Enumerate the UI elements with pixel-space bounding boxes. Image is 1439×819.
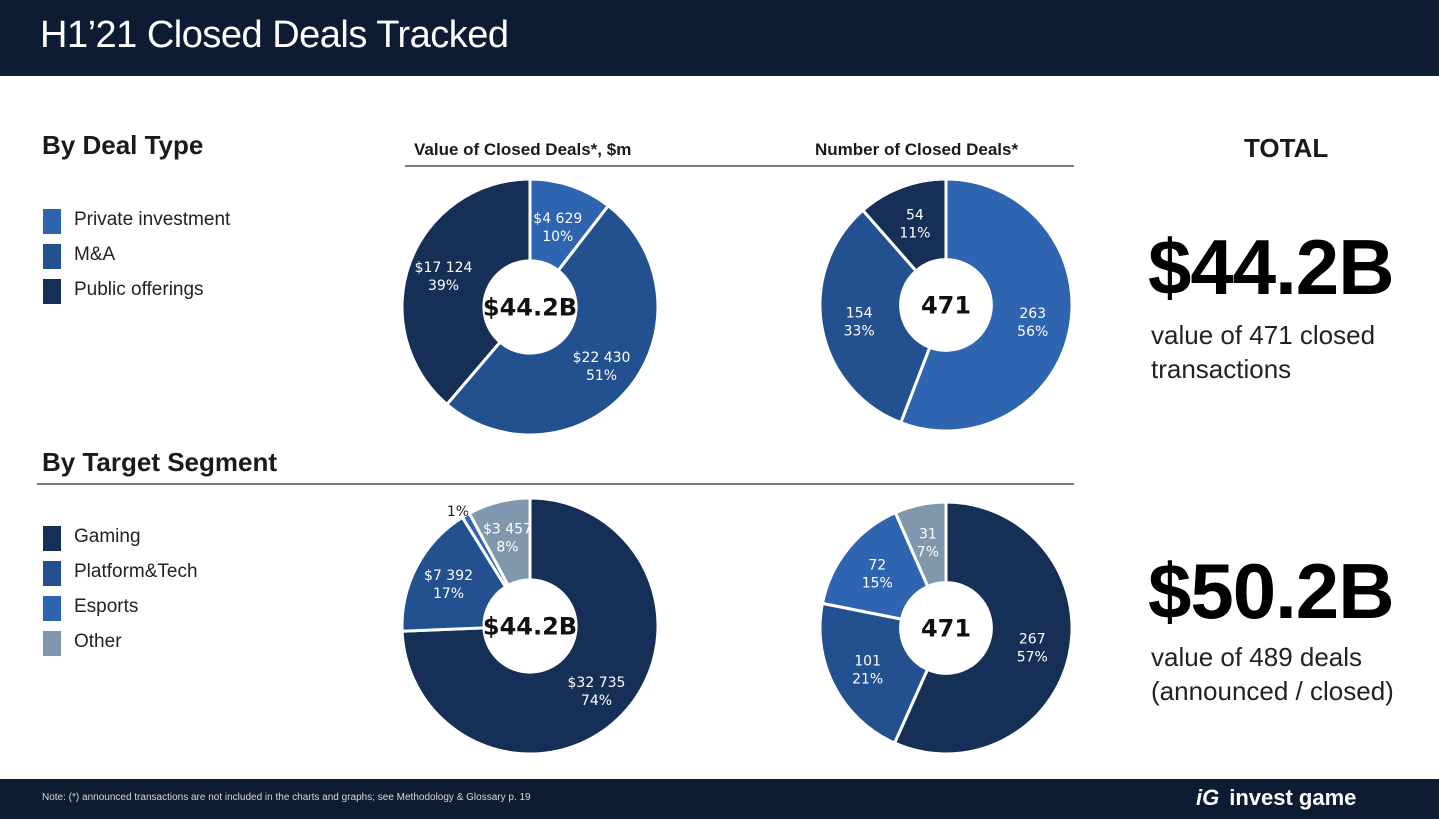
- slice-value-label: $22 430: [573, 350, 631, 366]
- legend-swatch: [43, 631, 61, 656]
- donut-center-label: 471: [921, 292, 971, 320]
- slice-value-label: 31: [919, 527, 937, 543]
- column-title-value: Value of Closed Deals*, $m: [414, 140, 632, 159]
- footer-bar: Note: (*) announced transactions are not…: [0, 779, 1439, 819]
- total-title: TOTAL: [1244, 133, 1329, 163]
- donut-slice: [860, 177, 948, 274]
- legend-label: M&A: [74, 244, 116, 265]
- donut-slice: [892, 500, 1074, 756]
- legend-swatch: [43, 561, 61, 586]
- slice-percent-label: 7%: [917, 545, 939, 561]
- donut-slice: [400, 177, 532, 407]
- slice-percent-label: 51%: [586, 368, 617, 384]
- slice-value-label: 267: [1019, 631, 1046, 647]
- section-title-target-segment: By Target Segment: [42, 447, 278, 477]
- legend-swatch: [43, 596, 61, 621]
- donut-chart-segment-value: $32 735 74% $7 392 17% 1% $3 457 8% $44.2B: [400, 496, 660, 756]
- legend-label: Platform&Tech: [74, 561, 198, 582]
- slice-percent-label: 74%: [581, 693, 612, 709]
- slice-value-label: $32 735: [568, 675, 626, 691]
- donut-chart-segment-number: 267 57% 101 21% 72 15% 31 7% 471: [818, 500, 1074, 756]
- column-title-number: Number of Closed Deals*: [815, 140, 1019, 159]
- slice-percent-label: 57%: [1017, 649, 1048, 665]
- slice-value-label: 72: [868, 558, 886, 574]
- legend-label: Public offerings: [74, 279, 204, 300]
- footer-note: Note: (*) announced transactions are not…: [42, 792, 531, 803]
- legend-label: Other: [74, 631, 122, 652]
- donut-slice: [818, 601, 930, 746]
- slice-value-label: 101: [854, 653, 881, 669]
- slice-percent-label: 17%: [433, 586, 464, 602]
- legend-swatch: [43, 526, 61, 551]
- slice-value-label: 263: [1019, 306, 1046, 322]
- legend-label: Gaming: [74, 526, 141, 547]
- section-title-deal-type: By Deal Type: [42, 130, 204, 160]
- donut-slice: [400, 496, 660, 756]
- divider-top: [405, 165, 1074, 167]
- logo-mark: iG: [1196, 785, 1220, 810]
- donut-slice: [467, 496, 532, 588]
- slice-percent-label: 15%: [862, 576, 893, 592]
- slice-percent-label: 21%: [852, 671, 883, 687]
- total-desc-line: transactions: [1151, 354, 1292, 384]
- donut-slice: [893, 500, 948, 589]
- donut-center-label: 471: [921, 615, 971, 643]
- donut-slice: [818, 208, 932, 425]
- donut-slice: [820, 510, 930, 621]
- divider-middle: [37, 483, 1074, 485]
- total-desc-closed: value of 471 closed transactions: [1151, 318, 1431, 386]
- donut-center-label: $44.2B: [483, 294, 577, 322]
- legend-swatch: [43, 244, 61, 269]
- legend-label: Private investment: [74, 209, 231, 230]
- legend-swatch: [43, 209, 61, 234]
- logo-text: invest game: [1229, 785, 1357, 810]
- brand-logo: iG invest game: [1196, 785, 1356, 811]
- slice-percent-label: 11%: [899, 225, 930, 241]
- slice-percent-label: 56%: [1017, 324, 1048, 340]
- slice-percent-label: 33%: [844, 324, 875, 340]
- slice-value-label: $7 392: [424, 568, 473, 584]
- slice-value-label: $4 629: [533, 211, 582, 227]
- donut-center-label: $44.2B: [483, 613, 577, 641]
- total-desc-line: (announced / closed): [1151, 676, 1394, 706]
- donut-chart-deal-type-number: 263 56% 154 33% 54 11% 471: [818, 177, 1074, 433]
- legend-label: Esports: [74, 596, 139, 617]
- slice-percent-label: 39%: [428, 278, 459, 294]
- slice-percent-label: 8%: [496, 540, 518, 556]
- slice-value-label: $17 124: [415, 260, 473, 276]
- total-value-closed: $44.2B: [1148, 223, 1395, 311]
- total-value-announced: $50.2B: [1148, 547, 1395, 635]
- donut-slice: [898, 177, 1074, 433]
- total-desc-line: value of 471 closed: [1151, 320, 1376, 350]
- total-desc-line: value of 489 deals: [1151, 642, 1363, 672]
- total-desc-announced: value of 489 deals (announced / closed): [1151, 640, 1431, 708]
- legend-swatch: [43, 279, 61, 304]
- donut-slice: [444, 203, 660, 437]
- slice-value-label: 154: [846, 306, 873, 322]
- slice-value-label: $3 457: [483, 522, 532, 538]
- slice-value-label: 54: [906, 207, 924, 223]
- slice-percent-label: 10%: [542, 229, 573, 245]
- donut-chart-deal-type-value: $4 629 10% $22 430 51% $17 124 39% $44.2B: [400, 177, 660, 437]
- page-title: H1’21 Closed Deals Tracked: [40, 14, 509, 56]
- header-bar: H1’21 Closed Deals Tracked: [0, 0, 1439, 76]
- slice-percent-label: 1%: [447, 504, 469, 520]
